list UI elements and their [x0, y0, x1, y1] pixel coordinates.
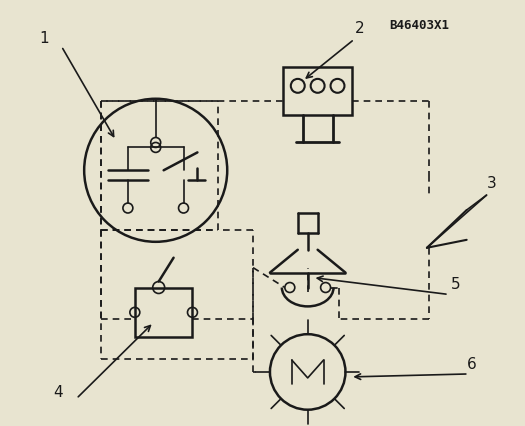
Text: B46403X1: B46403X1	[389, 19, 449, 32]
Text: 1: 1	[39, 31, 49, 46]
Text: 4: 4	[54, 385, 63, 400]
Text: 3: 3	[487, 176, 496, 191]
Text: 5: 5	[451, 277, 460, 293]
Bar	[135, 288, 193, 337]
Text: 2: 2	[354, 21, 364, 36]
Text: 6: 6	[467, 357, 476, 372]
Bar	[283, 67, 352, 115]
